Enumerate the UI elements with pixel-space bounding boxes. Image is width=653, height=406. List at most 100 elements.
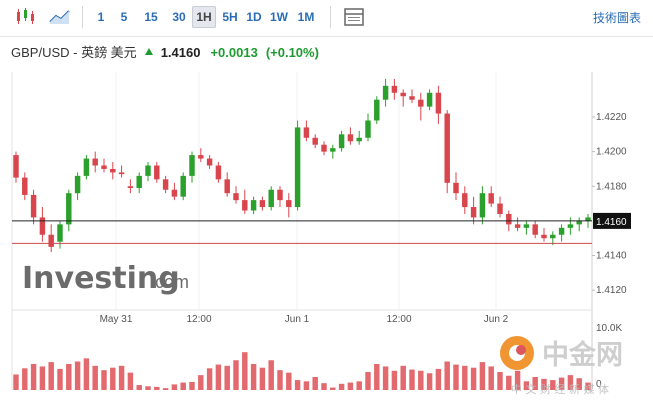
- volume-bar: [198, 375, 204, 390]
- candle: [435, 92, 442, 114]
- candle: [426, 92, 433, 107]
- candle: [250, 200, 257, 211]
- volume-bar: [233, 360, 239, 390]
- candle: [215, 165, 222, 180]
- volume-bar: [374, 363, 380, 390]
- timeframe-1h-button[interactable]: 1H: [192, 6, 216, 28]
- candle: [567, 224, 574, 228]
- timeframe-15-button[interactable]: 15: [144, 10, 158, 24]
- volume-bar: [558, 377, 565, 390]
- volume-bar: [338, 383, 345, 390]
- candle: [277, 189, 283, 201]
- volume-bar: [66, 363, 72, 390]
- volume-bar: [39, 366, 46, 390]
- timeframe-30-button[interactable]: 30: [172, 10, 186, 24]
- volume-bar: [426, 373, 433, 390]
- candle: [83, 158, 90, 176]
- volume-bar: [171, 384, 178, 390]
- technical-chart-link[interactable]: 技術圖表: [592, 11, 641, 25]
- volume-bar: [435, 368, 442, 390]
- volume-bar: [541, 378, 547, 390]
- y-tick-label: 1.4120: [596, 285, 627, 296]
- candle: [523, 224, 530, 228]
- area-chart-icon[interactable]: [48, 6, 72, 28]
- candle: [101, 165, 107, 169]
- volume-bar: [74, 361, 81, 390]
- timeframe-1-button[interactable]: 1: [97, 10, 105, 24]
- volume-bar: [48, 362, 54, 390]
- candle: [541, 234, 547, 239]
- volume-bar: [506, 375, 512, 390]
- candle: [400, 92, 406, 97]
- volume-bar: [13, 374, 19, 390]
- volume-bar: [145, 386, 151, 390]
- volume-bar: [453, 364, 459, 390]
- volume-bar: [365, 372, 371, 390]
- volume-bar: [136, 385, 142, 390]
- candle: [233, 193, 239, 201]
- volume-bar: [277, 370, 283, 390]
- candle: [391, 85, 398, 93]
- volume-bar: [409, 369, 415, 390]
- volume-bar: [391, 370, 398, 390]
- y-tick-label: 1.4140: [596, 251, 627, 262]
- candle: [462, 193, 468, 208]
- volume-bar: [189, 381, 195, 390]
- price-change-percent: (+0.10%): [265, 45, 319, 60]
- candle: [110, 168, 116, 173]
- quote-header: GBP/USD - 英鎊 美元 1.4160 +0.0013 (+0.10%): [11, 42, 319, 64]
- volume-bar: [30, 363, 37, 390]
- candle: [294, 127, 301, 208]
- current-price-tag-label: 1.4160: [596, 217, 627, 228]
- calendar-table-icon[interactable]: [342, 6, 366, 28]
- current-price-tag: [593, 212, 631, 229]
- volume-bar: [488, 366, 494, 390]
- candle: [198, 155, 204, 159]
- candle: [330, 148, 336, 152]
- volume-bar: [303, 381, 310, 390]
- candle: [303, 127, 310, 138]
- candle: [118, 172, 125, 175]
- candle: [514, 224, 521, 228]
- candle: [259, 200, 266, 208]
- volume-axis-max-label: 10.0K: [596, 323, 622, 334]
- volume-bar: [532, 376, 538, 390]
- volume-bar: [567, 375, 574, 390]
- volume-bar: [330, 387, 336, 390]
- instrument-name: GBP/USD - 英鎊 美元: [11, 45, 137, 60]
- candle: [189, 155, 195, 176]
- volume-bar: [22, 368, 28, 390]
- candle: [92, 158, 98, 166]
- volume-bar: [224, 365, 230, 390]
- candle: [268, 189, 274, 208]
- candle: [136, 175, 142, 188]
- volume-bar: [286, 372, 292, 390]
- cn-logo-text: 中金网: [542, 339, 623, 371]
- candle: [180, 175, 186, 197]
- volume-bar: [154, 386, 160, 390]
- candle: [558, 227, 565, 235]
- candle: [312, 137, 318, 145]
- candle: [162, 179, 169, 190]
- x-tick-label: 12:00: [386, 314, 411, 325]
- investing-watermark-logo: Investing: [22, 261, 180, 296]
- timeframe-1m-button[interactable]: 1M: [297, 10, 315, 24]
- volume-bar: [576, 378, 582, 390]
- timeframe-1d-button[interactable]: 1D: [246, 10, 262, 24]
- volume-bar: [497, 372, 503, 390]
- candlestick-chart-icon[interactable]: [14, 6, 38, 28]
- candle: [30, 194, 37, 218]
- timeframe-5-button[interactable]: 5: [120, 10, 128, 24]
- x-tick-label: May 31: [100, 314, 133, 325]
- volume-bar: [514, 370, 521, 390]
- timeframe-1w-button[interactable]: 1W: [270, 10, 288, 24]
- timeframe-5h-button[interactable]: 5H: [222, 10, 238, 24]
- volume-bar: [479, 362, 486, 390]
- volume-bar: [92, 365, 98, 390]
- candle: [479, 193, 486, 218]
- volume-bar: [259, 367, 266, 390]
- candle: [365, 120, 371, 138]
- toolbar-divider: [330, 6, 331, 28]
- volume-bar: [347, 382, 354, 390]
